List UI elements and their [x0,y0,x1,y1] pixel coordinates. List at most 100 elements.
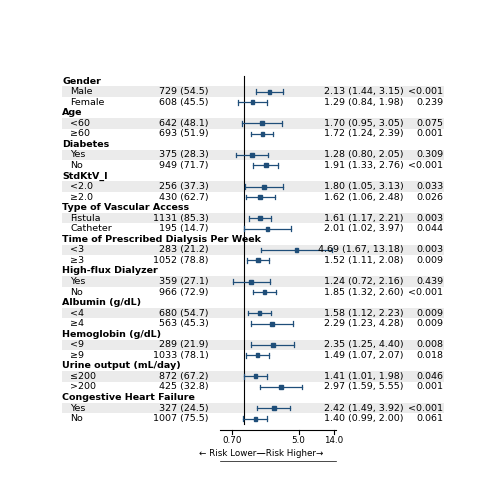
Text: 0.239: 0.239 [416,98,443,106]
Text: <9: <9 [70,340,84,349]
Text: Age: Age [62,108,82,117]
Text: Yes: Yes [70,277,86,286]
Text: ← Risk Lower—: ← Risk Lower— [199,449,265,458]
Text: ≤200: ≤200 [70,372,97,381]
Text: 0.009: 0.009 [416,308,443,318]
Text: ≥4: ≥4 [70,319,84,328]
Text: 0.061: 0.061 [416,414,443,423]
Text: 0.026: 0.026 [416,192,443,202]
Text: 2.35 (1.25, 4.40): 2.35 (1.25, 4.40) [324,340,404,349]
Text: 0.008: 0.008 [416,340,443,349]
Text: 563 (45.3): 563 (45.3) [159,319,209,328]
Text: 2.29 (1.23, 4.28): 2.29 (1.23, 4.28) [324,319,404,328]
Text: <3: <3 [70,246,84,254]
Text: 2.01 (1.02, 3.97): 2.01 (1.02, 3.97) [324,224,404,234]
Text: 289 (21.9): 289 (21.9) [159,340,209,349]
Bar [256,354,259,358]
Text: Albumin (g/dL): Albumin (g/dL) [62,298,141,307]
Text: <60: <60 [70,119,90,128]
Text: 608 (45.5): 608 (45.5) [159,98,209,106]
Text: 1.61 (1.17, 2.21): 1.61 (1.17, 2.21) [324,214,404,222]
Text: Urine output (mL/day): Urine output (mL/day) [62,362,181,370]
Bar [260,132,264,136]
Text: Diabetes: Diabetes [62,140,109,149]
Bar [270,322,274,326]
Text: No: No [70,288,83,296]
Bar [249,280,253,283]
Text: 729 (54.5): 729 (54.5) [159,87,209,96]
Text: 1.58 (1.12, 2.23): 1.58 (1.12, 2.23) [324,308,404,318]
Text: 14.0: 14.0 [324,436,343,446]
Bar [256,258,260,262]
Text: <2.0: <2.0 [70,182,93,191]
Text: No: No [70,161,83,170]
Text: 2.42 (1.49, 3.92): 2.42 (1.49, 3.92) [324,404,404,412]
Bar [254,374,257,378]
Text: 0.044: 0.044 [416,224,443,234]
FancyBboxPatch shape [62,182,444,192]
Text: 0.003: 0.003 [416,246,443,254]
Text: StdKtV_I: StdKtV_I [62,172,107,180]
Text: 256 (37.3): 256 (37.3) [159,182,209,191]
Bar [263,290,266,294]
FancyBboxPatch shape [62,150,444,160]
Text: >200: >200 [70,382,97,392]
Text: 1007 (75.5): 1007 (75.5) [153,414,209,423]
Bar [295,248,298,252]
Text: 1.24 (0.72, 2.16): 1.24 (0.72, 2.16) [324,277,404,286]
Text: 4.69 (1.67, 13.18): 4.69 (1.67, 13.18) [318,246,404,254]
Text: 359 (27.1): 359 (27.1) [159,277,209,286]
Text: 0.001: 0.001 [416,130,443,138]
Text: 966 (72.9): 966 (72.9) [159,288,209,296]
Text: Time of Prescribed Dialysis Per Week: Time of Prescribed Dialysis Per Week [62,235,261,244]
Text: 642 (48.1): 642 (48.1) [159,119,209,128]
Text: 1052 (78.8): 1052 (78.8) [153,256,209,265]
Text: ≥60: ≥60 [70,130,90,138]
Text: 0.001: 0.001 [416,382,443,392]
Text: 1.70 (0.95, 3.05): 1.70 (0.95, 3.05) [324,119,404,128]
Text: Congestive Heart Failure: Congestive Heart Failure [62,393,195,402]
Bar [262,184,266,188]
Text: 1033 (78.1): 1033 (78.1) [153,351,209,360]
Text: Female: Female [70,98,105,106]
FancyBboxPatch shape [62,371,444,382]
Text: <0.001: <0.001 [408,288,443,296]
Text: 0.018: 0.018 [416,351,443,360]
Text: 327 (24.5): 327 (24.5) [159,404,209,412]
Text: ≥3: ≥3 [70,256,84,265]
Text: 1.85 (1.32, 2.60): 1.85 (1.32, 2.60) [324,288,404,296]
Text: 0.075: 0.075 [416,119,443,128]
Text: Fistula: Fistula [70,214,101,222]
Bar [264,164,268,168]
Text: 1.41 (1.01, 1.98): 1.41 (1.01, 1.98) [324,372,404,381]
Text: ≥9: ≥9 [70,351,84,360]
Text: 680 (54.7): 680 (54.7) [159,308,209,318]
Text: 0.033: 0.033 [416,182,443,191]
Text: 1.52 (1.11, 2.08): 1.52 (1.11, 2.08) [324,256,404,265]
Text: 195 (14.7): 195 (14.7) [159,224,209,234]
Bar [250,153,254,157]
Text: 283 (21.2): 283 (21.2) [159,246,209,254]
Text: 2.97 (1.59, 5.55): 2.97 (1.59, 5.55) [324,382,404,392]
Text: Type of Vascular Access: Type of Vascular Access [62,203,189,212]
Text: Yes: Yes [70,404,86,412]
Text: 430 (62.7): 430 (62.7) [159,192,209,202]
Bar [268,90,271,94]
Text: 375 (28.3): 375 (28.3) [159,150,209,160]
Text: 5.0: 5.0 [292,436,306,446]
Bar [272,406,276,410]
Text: 949 (71.7): 949 (71.7) [159,161,209,170]
Bar [258,216,262,220]
Text: <0.001: <0.001 [408,404,443,412]
Text: 0.009: 0.009 [416,256,443,265]
Bar [279,385,282,389]
Text: 693 (51.9): 693 (51.9) [159,130,209,138]
Text: 1.40 (0.99, 2.00): 1.40 (0.99, 2.00) [324,414,404,423]
Text: 1.28 (0.80, 2.05): 1.28 (0.80, 2.05) [324,150,404,160]
Text: 0.439: 0.439 [416,277,443,286]
Bar [258,195,262,199]
Text: Gender: Gender [62,76,101,86]
Text: 872 (67.2): 872 (67.2) [159,372,209,381]
Bar [266,227,269,231]
Text: 0.003: 0.003 [416,214,443,222]
